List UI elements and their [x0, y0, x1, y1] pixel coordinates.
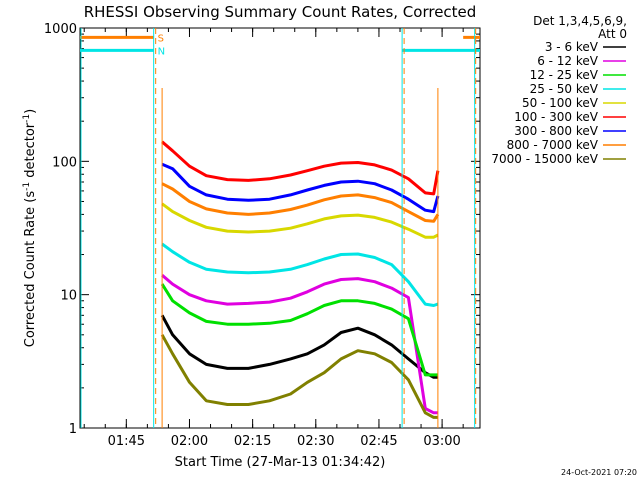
- x-tick-label: 01:45: [108, 434, 145, 449]
- flag-label-S: S: [158, 33, 164, 44]
- y-axis-label-part3: ): [23, 109, 38, 114]
- x-tick-label: 03:00: [423, 434, 460, 449]
- legend-header-line1: Det 1,3,4,5,6,9,: [533, 14, 627, 28]
- x-tick-label: 02:45: [360, 434, 397, 449]
- legend-label: 25 - 50 keV: [530, 82, 599, 96]
- marker-layer: [80, 28, 477, 428]
- footer-date: 24-Oct-2021 07:20: [561, 468, 637, 477]
- legend-label: 300 - 800 keV: [514, 124, 598, 138]
- plot-frame: [79, 27, 481, 429]
- y-axis-label-sup1: -1: [22, 182, 32, 191]
- series-line-7: [161, 182, 440, 223]
- y-tick-label: 10: [60, 289, 77, 304]
- legend-header-line2: Att 0: [598, 27, 627, 41]
- tick-layer: 1 10 100 1000 01:45 02:00 02:15 02:30 02:45 03:00: [44, 22, 480, 449]
- x-tick-label: 02:15: [234, 434, 271, 449]
- series-line-6: [161, 162, 440, 214]
- legend-label: 6 - 12 keV: [537, 54, 599, 68]
- series-line-8: [160, 334, 438, 419]
- series-line-2: [160, 283, 438, 377]
- x-tick-label: 02:00: [171, 434, 208, 449]
- x-tick-label: 02:30: [297, 434, 334, 449]
- flag-label-N: N: [158, 46, 165, 57]
- y-axis-label-sup2: -1: [22, 114, 32, 123]
- y-axis-label-part1: Corrected Count Rate (s: [23, 191, 38, 348]
- y-axis-label-part2: detector: [23, 122, 38, 182]
- legend-label: 800 - 7000 keV: [507, 138, 599, 152]
- y-tick-label: 1000: [44, 22, 77, 37]
- y-tick-label: 100: [52, 155, 77, 170]
- flag-layer: SN: [80, 33, 480, 57]
- legend-label: 50 - 100 keV: [522, 96, 599, 110]
- legend-label: 12 - 25 keV: [530, 68, 599, 82]
- series-line-0: [160, 314, 438, 379]
- series-line-4: [161, 202, 439, 239]
- series-line-3: [161, 242, 439, 307]
- legend-label: 100 - 300 keV: [514, 110, 598, 124]
- series-line-1: [161, 274, 438, 415]
- series-line-5: [161, 140, 440, 196]
- legend-label: 7000 - 15000 keV: [491, 152, 598, 166]
- y-tick-label: 1: [69, 422, 77, 437]
- y-axis-label: Corrected Count Rate (s-1 detector-1): [22, 109, 38, 347]
- x-axis-label: Start Time (27-Mar-13 01:34:42): [175, 455, 386, 470]
- chart-title: RHESSI Observing Summary Count Rates, Co…: [84, 3, 477, 21]
- legend-label: 3 - 6 keV: [545, 40, 599, 54]
- series-layer: [160, 140, 440, 419]
